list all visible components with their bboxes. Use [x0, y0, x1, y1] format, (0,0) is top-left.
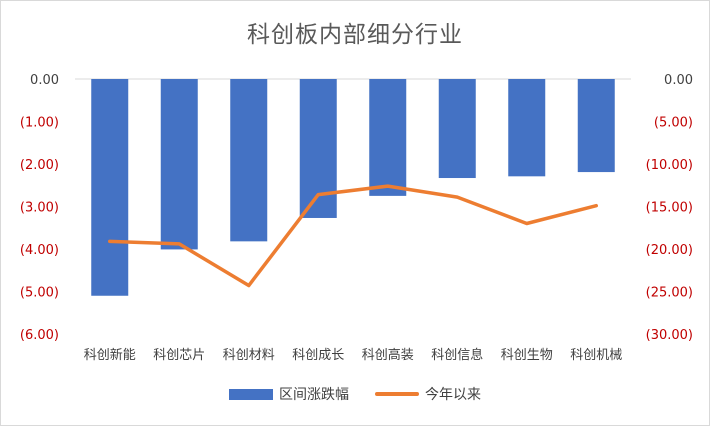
- bar: [91, 79, 129, 296]
- x-tick-label: 科创高装: [362, 347, 414, 363]
- legend-swatch-bar: [229, 388, 273, 400]
- y-right-tick-label: 0.00: [664, 73, 693, 88]
- y-right-tick-label: (30.00): [646, 328, 693, 343]
- legend-swatch-line: [375, 392, 419, 396]
- y-right-tick-label: (25.00): [646, 286, 693, 301]
- x-tick-label: 科创芯片: [153, 348, 205, 363]
- y-left-tick-label: (2.00): [20, 158, 59, 173]
- legend-item-line: 今年以来: [375, 384, 481, 404]
- chart-title: 科创板内部细分行业: [247, 22, 463, 48]
- y-right-tick-label: (20.00): [646, 243, 693, 258]
- x-tick-label: 科创信息: [431, 347, 483, 363]
- x-tick-label: 科创生物: [501, 348, 553, 363]
- y-left-tick-label: 0.00: [30, 73, 59, 88]
- x-tick-label: 科创机械: [570, 348, 622, 363]
- chart-legend: 区间涨跌幅 今年以来: [1, 384, 709, 404]
- y-left-tick-label: (6.00): [20, 328, 59, 343]
- y-right-tick-label: (15.00): [646, 201, 693, 216]
- y-left-tick-label: (4.00): [20, 243, 59, 258]
- legend-item-bar: 区间涨跌幅: [229, 384, 349, 404]
- bar: [438, 79, 476, 179]
- y-right-tick-label: (5.00): [654, 116, 693, 131]
- legend-label-bar: 区间涨跌幅: [279, 387, 349, 403]
- bar: [577, 79, 615, 173]
- x-tick-label: 科创材料: [223, 348, 275, 363]
- y-left-tick-label: (1.00): [20, 116, 59, 131]
- bar: [508, 79, 546, 177]
- y-left-tick-label: (3.00): [20, 201, 59, 216]
- y-left-tick-label: (5.00): [20, 286, 59, 301]
- x-tick-label: 科创成长: [292, 348, 344, 363]
- y-right-tick-label: (10.00): [646, 158, 693, 173]
- x-tick-label: 科创新能: [84, 347, 136, 363]
- legend-label-line: 今年以来: [425, 387, 481, 403]
- bar: [230, 79, 268, 242]
- bar: [160, 79, 198, 250]
- line-series: [108, 184, 598, 288]
- bar: [369, 79, 407, 196]
